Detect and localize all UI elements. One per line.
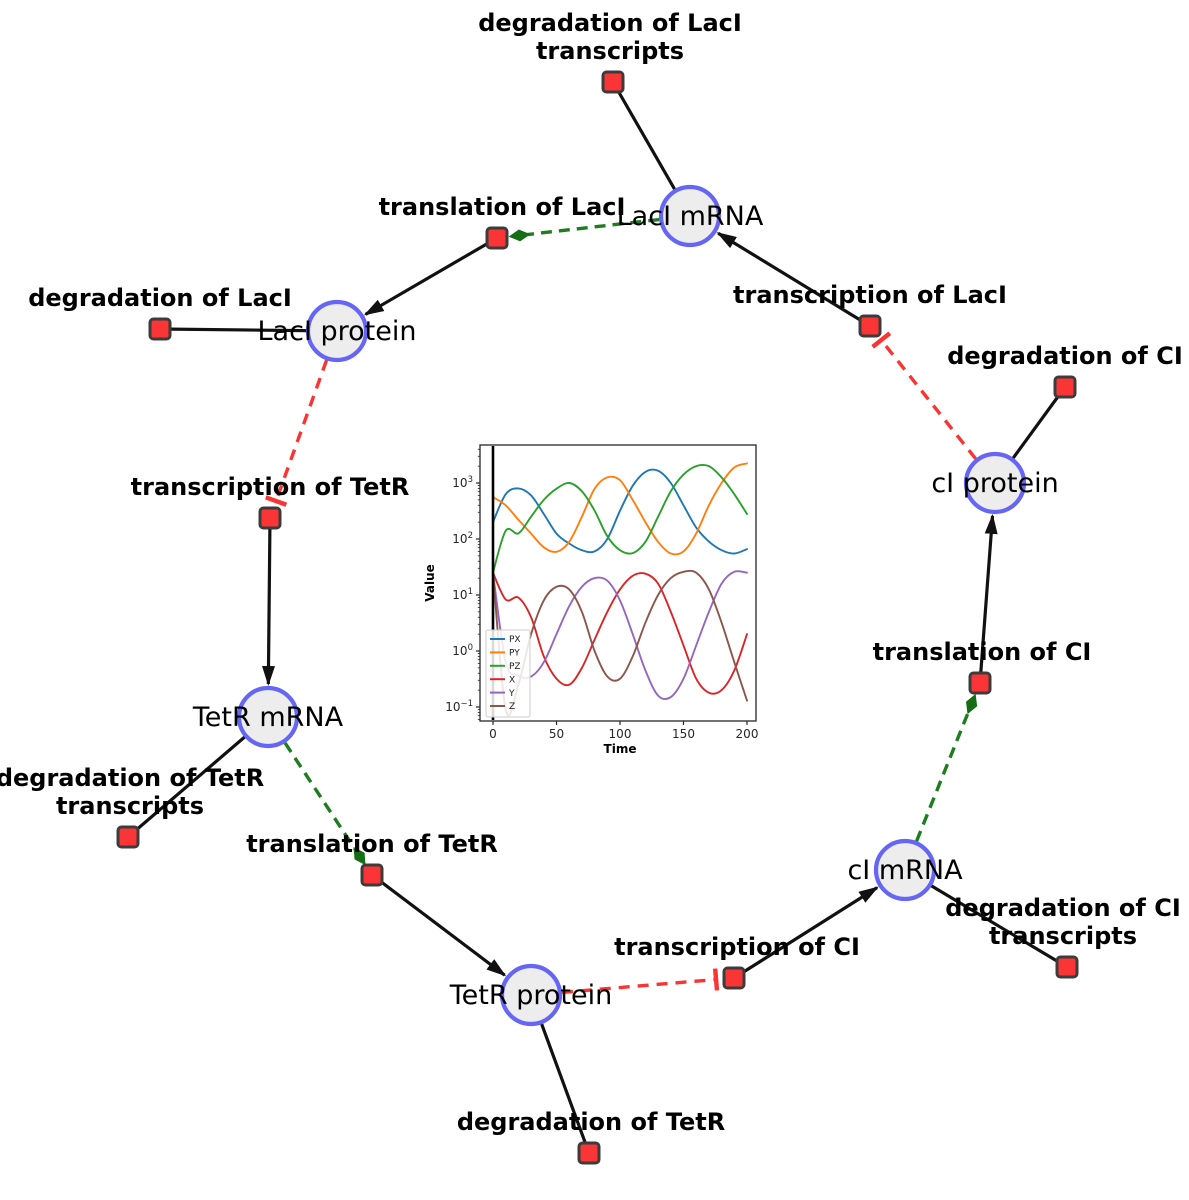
edge-modifier-LacI_mRNA-transl_LacI bbox=[508, 217, 660, 242]
legend: PX PY PZ XYZ bbox=[485, 629, 531, 718]
y-tick-label: 100 bbox=[452, 643, 473, 658]
reaction-node-deg_CI[interactable] bbox=[1053, 375, 1077, 399]
reaction-label-deg_TetR_tr-line2: transcripts bbox=[56, 792, 204, 820]
reaction-label-deg_CI: degradation of CI bbox=[947, 342, 1183, 370]
reaction-node-deg_TetR_tr[interactable] bbox=[116, 825, 140, 849]
reaction-node-transc_TetR[interactable] bbox=[258, 506, 282, 530]
edge-modifier-cI_mRNA-transl_CI bbox=[914, 693, 978, 842]
series-PX-line bbox=[492, 468, 748, 555]
timeseries-inset: 103 102 101 100 10−1 0 50 100 150 200 Time Value PX P… bbox=[420, 433, 776, 767]
legend-label-PZ: PZ bbox=[509, 662, 521, 672]
edge-inhibition-cI_protein-transc_LacI bbox=[871, 331, 978, 460]
edge-inhibition-TetR_protein-transc_CI bbox=[561, 968, 720, 995]
edge-production-transc_TetR-TetR_mRNA bbox=[262, 517, 276, 687]
species-node-cI_protein[interactable] bbox=[963, 451, 1027, 515]
reaction-node-deg_TetR[interactable] bbox=[577, 1141, 601, 1165]
reaction-node-deg_CI_tr[interactable] bbox=[1055, 955, 1079, 979]
legend-label-X: X bbox=[509, 675, 515, 685]
edge-production-transc_CI-cI_mRNA bbox=[733, 886, 879, 980]
edge-production-transl_CI-cI_protein bbox=[978, 513, 998, 684]
legend-label-PY: PY bbox=[509, 649, 520, 659]
reactions-layer: degradation of LacItranscriptstranslatio… bbox=[0, 9, 1183, 1165]
reaction-label-deg_LacI_tr-line1: degradation of LacI bbox=[478, 9, 742, 37]
species-label-LacI_protein: LacI protein bbox=[258, 316, 417, 347]
y-tick-label: 101 bbox=[452, 587, 473, 602]
x-tick-label: 100 bbox=[609, 727, 632, 741]
reaction-label-transc_CI: transcription of CI bbox=[614, 933, 860, 961]
legend-label-PX: PX bbox=[509, 635, 521, 645]
species-node-TetR_protein[interactable] bbox=[499, 963, 563, 1027]
species-node-cI_mRNA[interactable] bbox=[873, 838, 937, 902]
curves-layer bbox=[491, 446, 748, 720]
species-node-LacI_mRNA[interactable] bbox=[658, 184, 722, 248]
edge-consumption-cI_mRNA-deg_CI_tr bbox=[904, 868, 1068, 969]
series-PY-line bbox=[492, 462, 748, 556]
edge-production-transl_TetR-TetR_protein bbox=[371, 873, 507, 977]
reaction-node-transc_CI[interactable] bbox=[722, 966, 746, 990]
x-axis-label: Time bbox=[604, 742, 637, 756]
reaction-node-deg_LacI_tr[interactable] bbox=[601, 70, 625, 94]
y-tick-label: 10−1 bbox=[445, 699, 473, 714]
reaction-label-deg_TetR_tr-line1: degradation of TetR bbox=[0, 764, 264, 792]
x-tick-label: 0 bbox=[489, 727, 497, 741]
legend-label-Y: Y bbox=[508, 689, 515, 699]
reaction-label-transc_TetR: transcription of TetR bbox=[131, 473, 410, 501]
series-Z-line bbox=[492, 569, 748, 717]
edge-production-transl_LacI-LacI_protein bbox=[363, 236, 498, 316]
species-label-cI_protein: cI protein bbox=[931, 468, 1058, 499]
species-node-TetR_mRNA[interactable] bbox=[236, 685, 300, 749]
y-tick-label: 103 bbox=[452, 475, 473, 490]
reaction-label-transc_LacI: transcription of LacI bbox=[733, 281, 1007, 309]
species-label-cI_mRNA: cI mRNA bbox=[847, 855, 963, 886]
reaction-label-transl_LacI: translation of LacI bbox=[379, 193, 626, 221]
reaction-node-transl_TetR[interactable] bbox=[360, 863, 384, 887]
reaction-node-transl_CI[interactable] bbox=[968, 671, 992, 695]
y-tick-label: 102 bbox=[452, 531, 473, 546]
legend-label-Z: Z bbox=[509, 702, 515, 712]
reaction-node-deg_LacI[interactable] bbox=[148, 317, 172, 341]
reaction-label-deg_CI_tr-line1: degradation of CI bbox=[945, 894, 1181, 922]
reaction-node-transl_LacI[interactable] bbox=[485, 226, 509, 250]
reaction-label-transl_CI: translation of CI bbox=[873, 638, 1092, 666]
edge-modifier-TetR_mRNA-transl_TetR bbox=[283, 741, 366, 866]
series-Y-line bbox=[492, 570, 748, 700]
species-label-TetR_protein: TetR protein bbox=[449, 980, 612, 1011]
reaction-label-deg_LacI: degradation of LacI bbox=[28, 284, 292, 312]
reaction-label-deg_LacI_tr-line2: transcripts bbox=[536, 37, 684, 65]
series-X-line bbox=[492, 571, 748, 695]
legend-box bbox=[485, 629, 531, 718]
edges-layer bbox=[126, 81, 1068, 1154]
reaction-label-transl_TetR: translation of TetR bbox=[246, 830, 498, 858]
edge-production-transc_LacI-LacI_mRNA bbox=[716, 231, 871, 328]
edge-inhibition-LacI_protein-transc_TetR bbox=[264, 359, 329, 507]
x-tick-label: 200 bbox=[736, 727, 759, 741]
reaction-label-deg_CI_tr-line2: transcripts bbox=[989, 922, 1137, 950]
species-label-TetR_mRNA: TetR mRNA bbox=[192, 702, 344, 733]
reaction-node-transc_LacI[interactable] bbox=[858, 314, 882, 338]
reaction-label-deg_TetR: degradation of TetR bbox=[457, 1108, 725, 1136]
species-label-LacI_mRNA: LacI mRNA bbox=[617, 201, 764, 232]
series-PZ-line bbox=[492, 463, 748, 574]
x-tick-label: 150 bbox=[672, 727, 695, 741]
species-layer: LacI mRNA LacI protein cI protein TetR mRNA… bbox=[192, 184, 1059, 1027]
x-tick-label: 50 bbox=[549, 727, 564, 741]
y-axis-label: Value bbox=[423, 564, 437, 602]
species-node-LacI_protein[interactable] bbox=[305, 299, 369, 363]
